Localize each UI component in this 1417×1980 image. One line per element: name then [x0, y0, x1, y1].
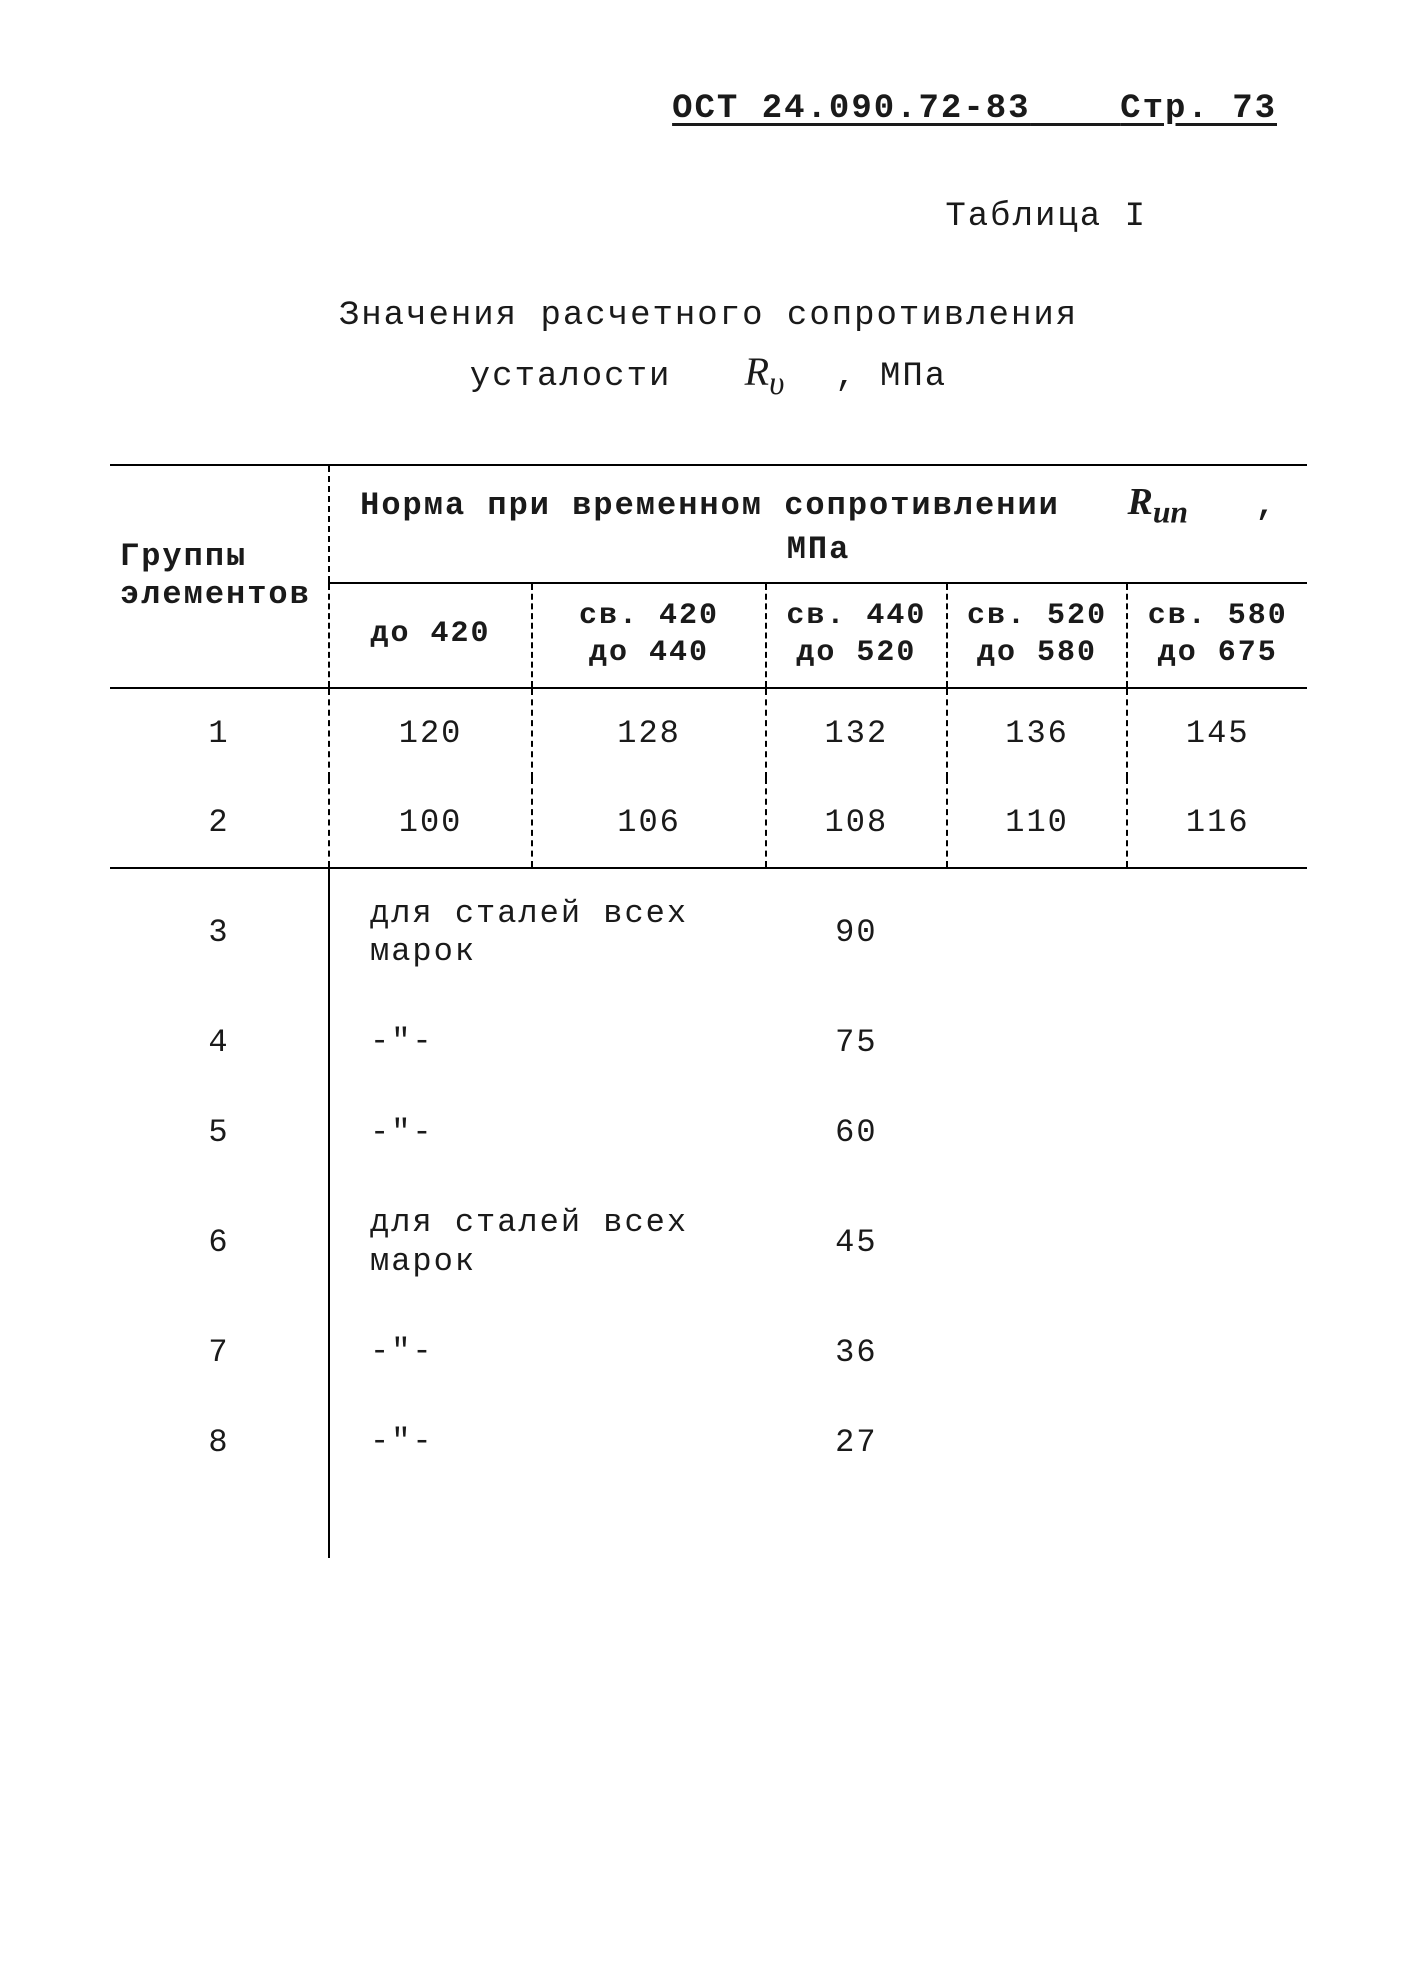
table-row: [110, 1488, 1307, 1558]
cell-value: 36: [766, 1307, 947, 1397]
table-row: 4 -"- 75: [110, 997, 1307, 1087]
table-row: 5 -"- 60: [110, 1088, 1307, 1178]
cell-value: 108: [766, 778, 947, 868]
cell-note: -"-: [329, 1088, 766, 1178]
cell-value: 145: [1127, 688, 1307, 778]
cell-note: -"-: [329, 1397, 766, 1487]
table-row: 1 120 128 132 136 145: [110, 688, 1307, 778]
cell-value: 132: [766, 688, 947, 778]
title-line-2: усталости Rυ , МПа: [470, 342, 947, 409]
cell-group: 8: [110, 1397, 329, 1487]
col-range: св. 580до 675: [1127, 583, 1307, 688]
col-range: до 420: [329, 583, 532, 688]
cell-group: 7: [110, 1307, 329, 1397]
cell-value: 75: [766, 997, 947, 1087]
cell-value: 116: [1127, 778, 1307, 868]
col-range: св. 520до 580: [947, 583, 1128, 688]
page-header: ОСТ 24.090.72-83 Стр. 73: [110, 90, 1307, 128]
cell-note: -"-: [329, 1307, 766, 1397]
table-header-row: Группы элементов Норма при временном соп…: [110, 465, 1307, 583]
cell-value: 45: [766, 1178, 947, 1307]
cell-note: -"-: [329, 997, 766, 1087]
cell-value: 136: [947, 688, 1128, 778]
cell-value: 60: [766, 1088, 947, 1178]
cell-value: 106: [532, 778, 766, 868]
cell-group: 2: [110, 778, 329, 868]
cell-group: 1: [110, 688, 329, 778]
cell-group: 3: [110, 868, 329, 998]
standard-code: ОСТ 24.090.72-83 Стр. 73: [672, 90, 1277, 128]
col-groups: Группы элементов: [110, 465, 329, 688]
table-row: 8 -"- 27: [110, 1397, 1307, 1487]
cell-group: 4: [110, 997, 329, 1087]
col-range: св. 420до 440: [532, 583, 766, 688]
cell-value: 100: [329, 778, 532, 868]
table-row: 6 для сталей всехмарок 45: [110, 1178, 1307, 1307]
cell-value: 120: [329, 688, 532, 778]
table-label: Таблица I: [110, 198, 1307, 236]
page: ОСТ 24.090.72-83 Стр. 73 Таблица I Значе…: [0, 0, 1417, 1980]
data-table: Группы элементов Норма при временном соп…: [110, 464, 1307, 1558]
cell-value: 128: [532, 688, 766, 778]
title-line-1: Значения расчетного сопротивления: [110, 291, 1307, 342]
table-row: 2 100 106 108 110 116: [110, 778, 1307, 868]
col-range: св. 440до 520: [766, 583, 947, 688]
col-span: Норма при временном сопротивлении Run , …: [329, 465, 1307, 583]
cell-value: 27: [766, 1397, 947, 1487]
cell-value: 110: [947, 778, 1128, 868]
cell-value: 90: [766, 868, 947, 998]
table-row: 7 -"- 36: [110, 1307, 1307, 1397]
table-title: Значения расчетного сопротивления устало…: [110, 291, 1307, 409]
symbol-run: Run: [1123, 481, 1192, 523]
cell-note: для сталей всехмарок: [329, 1178, 766, 1307]
cell-note: для сталей всехмарок: [329, 868, 766, 998]
cell-group: 6: [110, 1178, 329, 1307]
cell-group: 5: [110, 1088, 329, 1178]
symbol-rv: Rυ: [739, 349, 791, 394]
table-row: 3 для сталей всехмарок 90: [110, 868, 1307, 998]
